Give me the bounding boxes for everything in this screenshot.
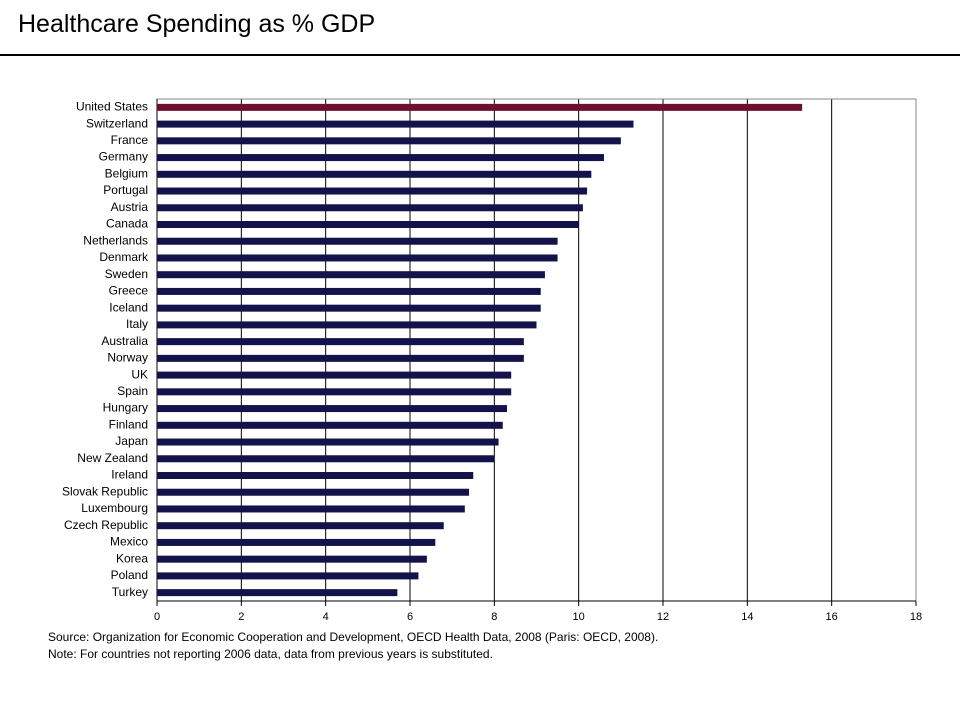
y-tick-label: Turkey — [112, 585, 148, 599]
title-rule — [0, 54, 960, 56]
y-tick-label: Japan — [115, 434, 148, 448]
y-tick-label: Italy — [126, 317, 148, 331]
y-tick-label: Belgium — [105, 166, 148, 180]
x-tick-label: 0 — [154, 611, 160, 623]
bar — [157, 572, 419, 580]
bar — [157, 287, 541, 295]
x-tick-label: 6 — [407, 611, 413, 623]
x-tick-label: 12 — [657, 611, 669, 623]
bar — [157, 103, 803, 111]
chart-title: Healthcare Spending as % GDP — [18, 10, 376, 38]
bar — [157, 338, 524, 346]
y-tick-label: Luxembourg — [81, 501, 148, 515]
bar — [157, 154, 604, 162]
y-tick-label: Greece — [109, 284, 149, 298]
bar — [157, 522, 444, 530]
y-tick-label: Netherlands — [83, 233, 148, 247]
y-tick-label: United States — [76, 100, 148, 114]
bar — [157, 137, 621, 145]
bar — [157, 388, 512, 396]
y-tick-label: Czech Republic — [64, 518, 148, 532]
y-tick-label: Korea — [116, 551, 148, 565]
bar — [157, 472, 474, 479]
bar — [157, 421, 503, 429]
y-tick-label: Portugal — [103, 183, 148, 197]
bar — [157, 505, 465, 513]
x-tick-label: 4 — [323, 611, 329, 623]
y-tick-label: Ireland — [111, 468, 148, 482]
source-note: Source: Organization for Economic Cooper… — [48, 630, 659, 644]
x-tick-label: 10 — [573, 611, 585, 623]
x-tick-label: 2 — [238, 611, 244, 623]
y-tick-label: France — [111, 133, 149, 147]
y-tick-label: Iceland — [109, 300, 148, 314]
y-tick-label: Canada — [106, 217, 148, 231]
bar — [157, 371, 512, 379]
bar — [157, 555, 427, 563]
footnote: Note: For countries not reporting 2006 d… — [48, 647, 493, 661]
x-tick-label: 18 — [910, 611, 922, 623]
y-tick-label: Australia — [101, 334, 148, 348]
y-tick-label: Slovak Republic — [62, 484, 148, 498]
y-tick-label: Sweden — [105, 267, 148, 281]
y-tick-label: New Zealand — [77, 451, 148, 465]
bar — [157, 271, 545, 279]
bar — [157, 438, 499, 446]
bar — [157, 321, 537, 329]
bar — [157, 187, 588, 195]
y-tick-label: Switzerland — [86, 116, 148, 130]
bar — [157, 538, 436, 546]
bar — [157, 254, 558, 262]
y-tick-label: Mexico — [110, 535, 148, 549]
bar — [157, 488, 470, 496]
y-tick-label: Norway — [107, 351, 148, 365]
bar — [157, 455, 495, 463]
y-tick-label: UK — [131, 367, 148, 381]
bar — [157, 170, 592, 178]
bar — [157, 237, 558, 245]
bar — [157, 304, 541, 312]
x-tick-label: 8 — [491, 611, 497, 623]
y-tick-label: Germany — [99, 150, 148, 164]
bar — [157, 405, 507, 413]
x-tick-label: 16 — [826, 611, 838, 623]
bar — [157, 354, 524, 362]
bar — [157, 221, 579, 228]
y-tick-label: Poland — [111, 568, 148, 582]
bar — [157, 120, 634, 128]
y-tick-label: Spain — [117, 384, 148, 398]
y-tick-label: Denmark — [99, 250, 149, 264]
bar — [157, 204, 583, 212]
x-tick-label: 14 — [741, 611, 753, 623]
y-tick-label: Austria — [111, 200, 149, 214]
bar — [157, 589, 398, 597]
y-tick-label: Hungary — [103, 401, 148, 415]
y-tick-label: Finland — [109, 417, 148, 431]
